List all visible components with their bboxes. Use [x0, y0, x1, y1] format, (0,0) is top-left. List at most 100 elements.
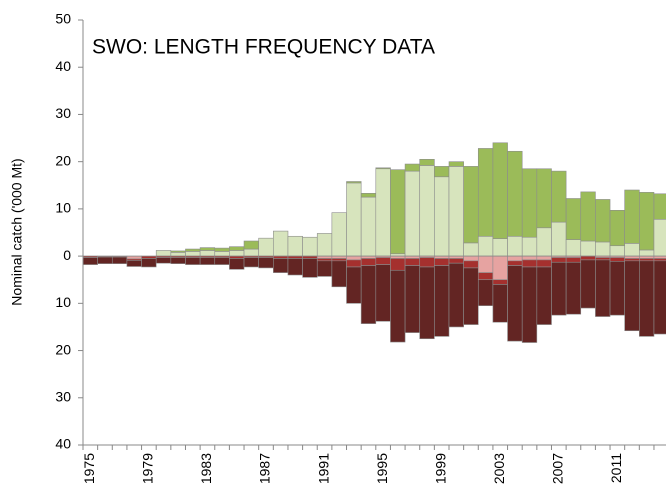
bar-segment	[360, 265, 377, 324]
bar-segment	[624, 260, 640, 332]
bar-segment	[434, 265, 450, 337]
bar-segment	[199, 250, 216, 257]
bar-segment	[536, 168, 552, 229]
bar-segment	[536, 259, 552, 268]
bar-segment	[316, 260, 333, 277]
bar-segment	[565, 261, 582, 315]
x-tick-label: 1979	[140, 453, 156, 484]
bar-segment	[580, 191, 596, 242]
bar-segment	[375, 167, 391, 170]
bar-segment	[463, 255, 479, 262]
bar-segment	[507, 150, 523, 237]
bar-segment	[536, 255, 552, 261]
bar-segment	[243, 248, 259, 257]
chart-title: SWO: LENGTH FREQUENCY DATA	[92, 36, 435, 59]
x-tick-label: 2003	[491, 453, 507, 484]
bar-segment	[521, 168, 538, 238]
y-axis-title: Nominal catch ('000 Mt)	[9, 158, 25, 305]
bar-segment	[302, 258, 318, 278]
bar-segment	[111, 256, 128, 264]
bar-segment	[419, 257, 435, 268]
bar-segment	[536, 266, 552, 325]
y-tick-label: 40	[55, 436, 71, 452]
bar-segment	[492, 279, 508, 285]
bar-segment	[536, 227, 552, 257]
bar-segment	[419, 266, 435, 340]
x-tick-label: 1991	[315, 453, 331, 484]
bar-segment	[477, 148, 494, 237]
bar-segment	[170, 252, 186, 257]
bar-segment	[404, 258, 421, 266]
bar-segment	[360, 258, 377, 266]
bar-segment	[126, 260, 142, 267]
bar-segment	[419, 159, 435, 166]
bar-segment	[273, 258, 289, 273]
bar-segment	[360, 196, 377, 257]
bar-segment	[434, 176, 450, 257]
bar-segment	[595, 257, 611, 261]
bar-segment	[97, 256, 113, 264]
bar-segment	[155, 257, 172, 264]
bar-segment	[331, 260, 347, 288]
bar-segment	[404, 265, 421, 333]
x-tick-label: 1987	[257, 453, 273, 484]
x-tick-label: 1975	[81, 453, 97, 484]
bar-segment	[185, 248, 201, 252]
bar-segment	[185, 257, 201, 265]
bar-segment	[214, 247, 230, 252]
bar-segment	[492, 142, 508, 239]
bar-segment	[243, 257, 259, 268]
bar-segment	[229, 246, 245, 251]
bar-segment	[141, 258, 157, 268]
bar-segment	[463, 260, 479, 269]
bar-segment	[185, 251, 201, 257]
bar-segment	[331, 212, 347, 257]
bar-segment	[434, 166, 450, 178]
bar-segment	[565, 257, 582, 263]
x-tick-label: 2007	[550, 453, 566, 484]
bar-segment	[346, 266, 362, 304]
x-tick-label: 1995	[374, 453, 390, 484]
bar-segment	[653, 193, 666, 220]
bar-segment	[609, 245, 625, 257]
bar-segment	[492, 238, 508, 257]
bar-segment	[521, 255, 538, 261]
bar-segment	[507, 260, 523, 266]
bar-segment	[273, 230, 289, 257]
bar-segment	[346, 255, 362, 261]
bar-segment	[565, 198, 582, 240]
bar-segment	[595, 259, 611, 317]
bar-segment	[258, 257, 274, 269]
bar-segment	[448, 166, 464, 257]
bar-segment	[609, 210, 625, 247]
bar-segment	[375, 168, 391, 257]
bar-segment	[434, 258, 450, 266]
y-tick-label: 40	[55, 58, 71, 74]
bar-segment	[477, 235, 494, 257]
bar-segment	[155, 250, 172, 257]
bar-segment	[580, 255, 596, 261]
bar-segment	[419, 165, 435, 257]
bar-segment	[551, 261, 567, 316]
bar-segment	[170, 250, 186, 253]
bar-segment	[580, 259, 596, 309]
bar-segment	[170, 257, 186, 264]
y-tick-label: 30	[55, 388, 71, 404]
bar-segment	[390, 269, 406, 343]
bar-segment	[521, 236, 538, 257]
bar-segment	[448, 262, 464, 328]
bar-segment	[229, 258, 245, 270]
y-tick-label: 30	[55, 105, 71, 121]
bar-segment	[287, 235, 303, 257]
bar-segment	[609, 261, 625, 316]
bar-segment	[287, 258, 303, 276]
bar-segment	[477, 272, 494, 281]
bar-segment	[507, 255, 523, 262]
y-tick-label: 20	[55, 341, 71, 357]
bar-segment	[653, 218, 666, 257]
bar-segment	[653, 260, 666, 335]
bar-segment	[551, 257, 567, 263]
bar-segment	[229, 250, 245, 257]
bar-segment	[390, 169, 406, 255]
